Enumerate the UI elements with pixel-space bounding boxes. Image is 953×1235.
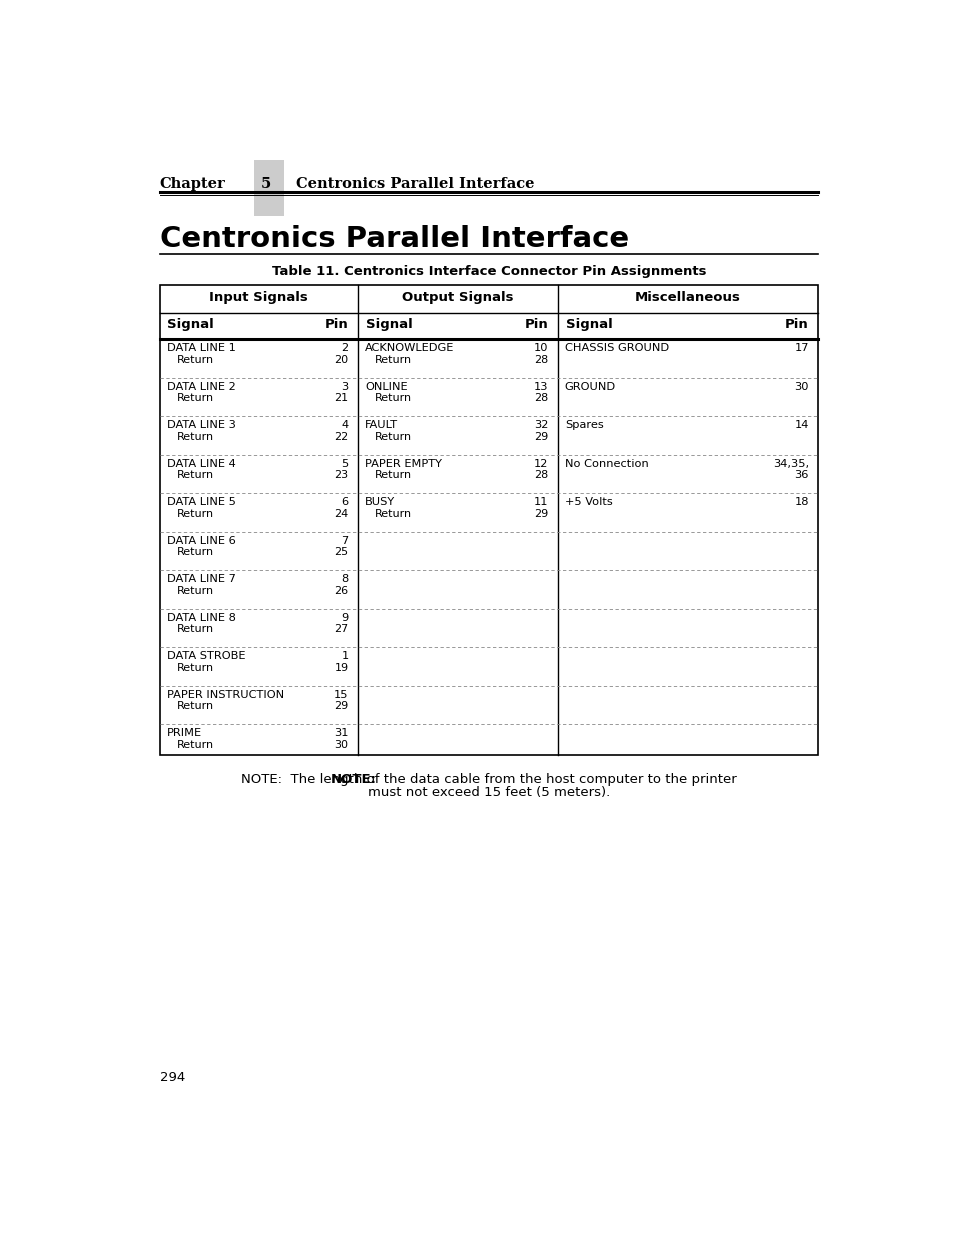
- Text: 36: 36: [794, 471, 808, 480]
- Text: DATA STROBE: DATA STROBE: [167, 651, 245, 661]
- Text: GROUND: GROUND: [564, 382, 616, 391]
- Text: DATA LINE 3: DATA LINE 3: [167, 420, 235, 430]
- Text: 15: 15: [334, 689, 348, 699]
- Text: Return: Return: [176, 354, 213, 364]
- Text: Spares: Spares: [564, 420, 603, 430]
- Text: 7: 7: [341, 536, 348, 546]
- Text: NOTE:  The length of the data cable from the host computer to the printer: NOTE: The length of the data cable from …: [241, 773, 736, 787]
- Text: 3: 3: [341, 382, 348, 391]
- Text: Centronics Parallel Interface: Centronics Parallel Interface: [295, 178, 534, 191]
- Text: 26: 26: [335, 585, 348, 595]
- Text: 20: 20: [335, 354, 348, 364]
- Text: DATA LINE 5: DATA LINE 5: [167, 496, 235, 508]
- Text: Return: Return: [375, 471, 412, 480]
- Text: CHASSIS GROUND: CHASSIS GROUND: [564, 343, 668, 353]
- Text: Return: Return: [176, 431, 213, 442]
- Text: Return: Return: [375, 509, 412, 519]
- Text: DATA LINE 6: DATA LINE 6: [167, 536, 235, 546]
- Text: DATA LINE 4: DATA LINE 4: [167, 458, 235, 468]
- Text: Return: Return: [375, 354, 412, 364]
- Text: 5: 5: [261, 178, 271, 191]
- Text: Return: Return: [375, 393, 412, 403]
- Text: Return: Return: [375, 431, 412, 442]
- Text: Signal: Signal: [365, 317, 412, 331]
- Text: 12: 12: [534, 458, 548, 468]
- Text: Return: Return: [176, 624, 213, 634]
- Text: 19: 19: [335, 662, 348, 673]
- Text: must not exceed 15 feet (5 meters).: must not exceed 15 feet (5 meters).: [368, 785, 609, 799]
- Text: Centronics Parallel Interface: Centronics Parallel Interface: [159, 225, 628, 253]
- Text: PRIME: PRIME: [167, 727, 201, 739]
- Text: 25: 25: [335, 547, 348, 557]
- Text: Signal: Signal: [565, 317, 612, 331]
- Text: 1: 1: [341, 651, 348, 661]
- Text: ACKNOWLEDGE: ACKNOWLEDGE: [365, 343, 454, 353]
- Text: NOTE:: NOTE:: [330, 773, 376, 787]
- Text: Chapter: Chapter: [159, 178, 225, 191]
- Text: Return: Return: [176, 701, 213, 711]
- Text: Return: Return: [176, 509, 213, 519]
- Text: DATA LINE 1: DATA LINE 1: [167, 343, 235, 353]
- Text: 22: 22: [335, 431, 348, 442]
- Text: 28: 28: [534, 393, 548, 403]
- Text: 32: 32: [534, 420, 548, 430]
- Text: 10: 10: [534, 343, 548, 353]
- Text: Return: Return: [176, 547, 213, 557]
- Text: 30: 30: [794, 382, 808, 391]
- Text: 14: 14: [794, 420, 808, 430]
- Text: Return: Return: [176, 471, 213, 480]
- Text: Output Signals: Output Signals: [402, 290, 513, 304]
- Text: 29: 29: [534, 509, 548, 519]
- Text: 28: 28: [534, 354, 548, 364]
- Text: Input Signals: Input Signals: [209, 290, 308, 304]
- Text: 17: 17: [794, 343, 808, 353]
- Text: 294: 294: [159, 1071, 185, 1083]
- Text: 8: 8: [341, 574, 348, 584]
- Text: PAPER EMPTY: PAPER EMPTY: [365, 458, 441, 468]
- Text: Table 11. Centronics Interface Connector Pin Assignments: Table 11. Centronics Interface Connector…: [272, 266, 705, 278]
- Text: Return: Return: [176, 662, 213, 673]
- Text: 2: 2: [341, 343, 348, 353]
- Text: 34,35,: 34,35,: [772, 458, 808, 468]
- Text: 31: 31: [334, 727, 348, 739]
- Text: DATA LINE 8: DATA LINE 8: [167, 613, 235, 622]
- Text: 6: 6: [341, 496, 348, 508]
- Text: Return: Return: [176, 740, 213, 750]
- Bar: [253, 159, 283, 216]
- Text: 28: 28: [534, 471, 548, 480]
- Text: No Connection: No Connection: [564, 458, 648, 468]
- Text: Pin: Pin: [784, 317, 808, 331]
- Text: 21: 21: [335, 393, 348, 403]
- Text: Pin: Pin: [325, 317, 348, 331]
- Text: DATA LINE 7: DATA LINE 7: [167, 574, 235, 584]
- Text: 4: 4: [341, 420, 348, 430]
- Text: Pin: Pin: [524, 317, 548, 331]
- Text: Return: Return: [176, 393, 213, 403]
- Text: Return: Return: [176, 585, 213, 595]
- Text: 29: 29: [335, 701, 348, 711]
- Text: 27: 27: [335, 624, 348, 634]
- Text: 29: 29: [534, 431, 548, 442]
- Text: 5: 5: [341, 458, 348, 468]
- Text: BUSY: BUSY: [365, 496, 395, 508]
- Text: 9: 9: [341, 613, 348, 622]
- Bar: [159, 285, 818, 755]
- Text: 30: 30: [335, 740, 348, 750]
- Text: +5 Volts: +5 Volts: [564, 496, 612, 508]
- Text: Miscellaneous: Miscellaneous: [635, 290, 740, 304]
- Text: 24: 24: [335, 509, 348, 519]
- Text: 13: 13: [534, 382, 548, 391]
- Text: Signal: Signal: [167, 317, 213, 331]
- Text: 18: 18: [794, 496, 808, 508]
- Text: FAULT: FAULT: [365, 420, 397, 430]
- Text: DATA LINE 2: DATA LINE 2: [167, 382, 235, 391]
- Text: ONLINE: ONLINE: [365, 382, 407, 391]
- Text: 11: 11: [534, 496, 548, 508]
- Text: PAPER INSTRUCTION: PAPER INSTRUCTION: [167, 689, 283, 699]
- Text: 23: 23: [335, 471, 348, 480]
